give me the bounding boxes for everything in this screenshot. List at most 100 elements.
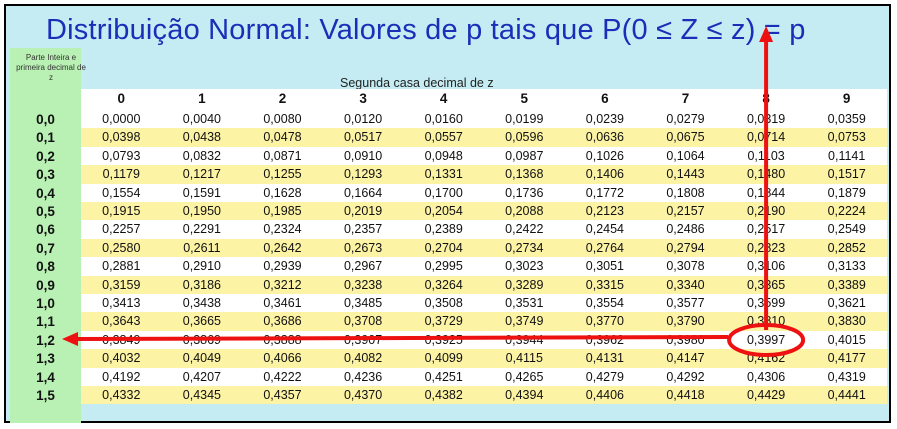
table-cell: 0,3485 xyxy=(343,296,383,310)
table-cell: 0,3133 xyxy=(827,259,866,274)
table-cell: 0,1026 xyxy=(585,148,624,163)
table-cell: 0,4032 xyxy=(102,351,141,366)
row-label: 0,0 xyxy=(36,112,55,127)
table-cell: 0,4207 xyxy=(182,369,221,384)
table-cell: 0,2454 xyxy=(585,222,624,237)
table-cell: 0,2611 xyxy=(183,240,221,255)
table-cell: 0,1406 xyxy=(585,167,624,182)
table-cell: 0,3643 xyxy=(102,314,141,329)
row-label: 0,4 xyxy=(36,185,55,201)
table-cell: 0,3340 xyxy=(666,277,705,292)
column-header: 6 xyxy=(601,91,609,106)
table-cell: 0,0438 xyxy=(182,130,221,145)
table-cell: 0,3238 xyxy=(343,277,383,292)
table-cell: 0,4131 xyxy=(585,351,624,366)
table-cell: 0,3264 xyxy=(424,277,463,292)
row-label: 1,3 xyxy=(36,351,55,367)
table-cell: 0,2910 xyxy=(182,259,221,274)
table-cell: 0,0120 xyxy=(343,112,383,126)
table-cell: 0,0478 xyxy=(263,130,302,145)
table-cell: 0,4429 xyxy=(746,388,786,402)
table-cell: 0,2939 xyxy=(263,259,302,274)
table-cell: 0,4345 xyxy=(182,388,221,402)
table-cell: 0,0832 xyxy=(182,148,221,163)
table-cell: 0,1179 xyxy=(102,167,140,182)
table-cell: 0,3686 xyxy=(263,314,302,329)
table-cell: 0,2881 xyxy=(102,259,141,274)
table-cell: 0,3749 xyxy=(505,314,544,329)
table-cell: 0,1700 xyxy=(424,185,463,200)
table-cell: 0,0040 xyxy=(182,112,221,126)
table-frame: Distribuição Normal: Valores de p tais q… xyxy=(4,4,891,423)
table-cell: 0,0398 xyxy=(102,130,141,145)
lookup-annotation xyxy=(62,26,806,357)
table-cell: 0,2054 xyxy=(424,204,463,218)
table-cell: 0,0517 xyxy=(343,130,383,145)
table-cell: 0,3770 xyxy=(585,314,624,329)
table-row: 0,3643 0,3665 0,3686 0,3708 0,3729 0,3749 0,37… xyxy=(81,312,887,331)
row-label: 0,3 xyxy=(36,167,55,183)
table-cell: 0,3212 xyxy=(263,277,302,292)
column-group-label: Segunda casa decimal de z xyxy=(340,76,494,90)
table-row: 0,2580 0,2611 0,2642 0,2673 0,2704 0,2734 0,27… xyxy=(81,238,887,258)
table-cell: 0,1064 xyxy=(666,148,705,163)
column-header: 7 xyxy=(681,91,690,106)
table-cell: 0,1293 xyxy=(343,167,383,182)
table-cell: 0,4418 xyxy=(666,388,705,402)
table-cell: 0,4382 xyxy=(424,388,463,402)
row-label: 0,6 xyxy=(36,222,55,238)
table-cell: 0,3708 xyxy=(343,314,383,329)
table-row: 0,4032 0,4049 0,4066 0,4082 0,4099 0,4115 0,41… xyxy=(81,349,887,368)
horizontal-arrow-line xyxy=(75,335,729,341)
table-cell: 0,3438 xyxy=(182,296,221,310)
table-cell: 0,3830 xyxy=(827,314,866,329)
table-cell: 0,4082 xyxy=(343,351,383,366)
table-cell: 0,4370 xyxy=(343,388,383,402)
table-cell: 0,2422 xyxy=(505,222,544,237)
column-header: 1 xyxy=(198,91,206,106)
table-cell: 0,1517 xyxy=(827,167,866,182)
left-arrowhead xyxy=(62,332,78,346)
up-arrowhead xyxy=(759,26,774,42)
row-label-column xyxy=(10,48,81,423)
row-label: 1,5 xyxy=(36,388,55,403)
table-cell: 0,4115 xyxy=(505,351,543,366)
table-cell: 0,4441 xyxy=(827,388,866,402)
table-cell: 0,3790 xyxy=(666,314,705,329)
row-label: 0,1 xyxy=(36,130,55,146)
row-label: 0,9 xyxy=(36,277,55,293)
table-cell: 0,0596 xyxy=(505,130,544,145)
column-header: 2 xyxy=(278,91,287,106)
table-cell: 0,4332 xyxy=(102,388,141,402)
table-cell: 0,1772 xyxy=(585,185,624,200)
normal-distribution-table: Parte Inteira e primeira decimal de z Se… xyxy=(10,6,887,423)
table-cell: 0,4049 xyxy=(182,351,221,366)
table-row: 0,1179 0,1217 0,1255 0,1293 0,1331 0,1368 0,14… xyxy=(81,165,887,184)
table-cell: 0,2764 xyxy=(585,240,624,255)
row-label: 1,4 xyxy=(36,369,55,385)
table-cell: 0,0675 xyxy=(666,130,705,145)
table-cell: 0,4099 xyxy=(424,351,463,366)
row-label: 0,5 xyxy=(36,204,55,219)
table-cell: 0,3078 xyxy=(666,259,705,274)
table-cell: 0,0871 xyxy=(263,148,302,163)
table-cell: 0,4306 xyxy=(746,369,786,384)
table-cell: 0,3997 xyxy=(746,332,786,347)
table-cell: 0,1879 xyxy=(827,185,866,200)
table-cell: 0,2123 xyxy=(585,204,624,218)
table-cell: 0,2257 xyxy=(102,222,141,237)
table-cell: 0,2995 xyxy=(424,259,463,274)
table-cell: 0,4319 xyxy=(827,369,866,384)
row-header-label: Parte Inteira e primeira decimal de z xyxy=(16,53,86,82)
table-cell: 0,2486 xyxy=(666,222,705,237)
table-cell: 0,1628 xyxy=(263,185,302,200)
row-label: 0,7 xyxy=(36,240,55,256)
table-cell: 0,1443 xyxy=(666,167,705,182)
highlight-circle xyxy=(727,323,806,357)
table-cell: 0,4066 xyxy=(263,351,302,366)
table-cell: 0,4177 xyxy=(827,351,866,366)
row-label: 0,8 xyxy=(36,259,55,275)
table-cell: 0,1808 xyxy=(666,185,705,200)
column-header: 3 xyxy=(359,91,367,106)
table-cell: 0,0279 xyxy=(666,112,705,126)
